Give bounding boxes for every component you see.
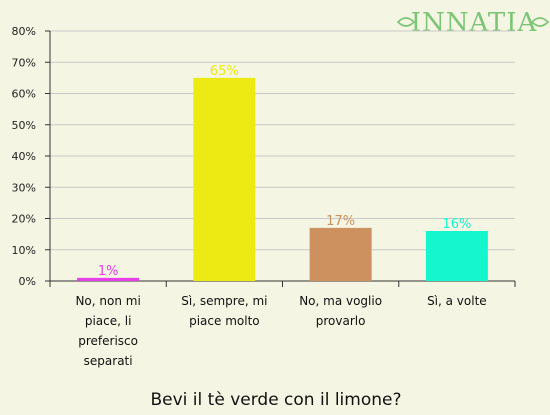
category-labels: No, non mi piace, li preferisco separati Sì,… bbox=[75, 294, 486, 368]
y-tick-label: 20% bbox=[12, 213, 36, 226]
leaf-icon bbox=[396, 17, 550, 27]
bars bbox=[77, 77, 488, 281]
y-tick-label: 40% bbox=[12, 150, 36, 163]
chart-title: Bevi il tè verde con il limone? bbox=[151, 390, 402, 410]
y-tick-label: 60% bbox=[12, 88, 36, 101]
y-tick-label: 80% bbox=[12, 25, 36, 38]
y-tick-label: 70% bbox=[12, 56, 36, 69]
value-label: 16% bbox=[442, 217, 471, 232]
bar bbox=[309, 227, 372, 281]
category-label: No, ma voglio provarlo bbox=[299, 294, 382, 328]
category-label: No, non mi piace, li preferisco separati bbox=[75, 294, 140, 368]
value-label: 17% bbox=[326, 214, 355, 229]
value-label: 1% bbox=[98, 264, 119, 279]
y-tick-label: 30% bbox=[12, 181, 36, 194]
innatia-logo: INNATIA bbox=[396, 8, 550, 38]
gridlines bbox=[50, 30, 515, 251]
y-tick-label: 50% bbox=[12, 119, 36, 132]
category-label: Sì, a volte bbox=[427, 294, 487, 308]
bar bbox=[77, 277, 140, 281]
y-tick-label: 10% bbox=[12, 244, 36, 257]
logo-text: INNATIA bbox=[411, 8, 538, 38]
value-labels: 1% 65% 17% 16% bbox=[98, 64, 472, 279]
y-tick-labels: 0% 10% 20% 30% 40% 50% 60% 70% 80% bbox=[12, 25, 36, 288]
bar bbox=[425, 231, 488, 281]
bar bbox=[193, 77, 256, 281]
y-tick-label: 0% bbox=[19, 275, 36, 288]
category-label: Sì, sempre, mi piace molto bbox=[181, 294, 267, 328]
value-label: 65% bbox=[210, 64, 239, 79]
